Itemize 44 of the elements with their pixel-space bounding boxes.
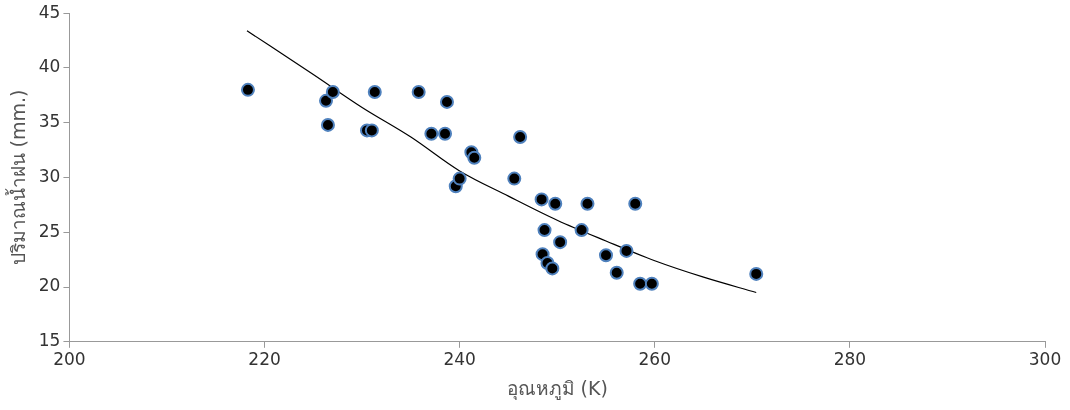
point [320, 117, 335, 132]
point [633, 276, 648, 291]
y-tick-label: 40 [38, 56, 61, 77]
point [553, 235, 568, 250]
point [598, 248, 613, 263]
point [619, 243, 634, 258]
point [534, 192, 549, 207]
y-tick-label: 45 [38, 1, 61, 22]
point [609, 265, 624, 280]
y-tick-label: 30 [38, 165, 61, 186]
x-axis-title: อุณหภูมิ (K) [506, 376, 608, 401]
point [411, 85, 426, 100]
point [644, 276, 659, 291]
point [452, 171, 467, 186]
y-tick-label: 15 [38, 330, 61, 351]
x-tick-label: 300 [1028, 349, 1062, 370]
point [424, 126, 439, 141]
y-tick-label: 25 [38, 220, 61, 241]
line-series [246, 30, 757, 294]
y-axis-title: ปริมาณน้ำฝน (mm.) [5, 89, 30, 266]
point [628, 196, 643, 211]
point [319, 93, 334, 108]
point [364, 123, 379, 138]
point [439, 94, 454, 109]
y-tick-label: 20 [38, 275, 61, 296]
point [367, 85, 382, 100]
x-tick-label: 200 [53, 349, 86, 370]
y-tick-label: 35 [38, 111, 61, 132]
x-tick-label: 280 [833, 349, 867, 370]
point [507, 171, 522, 186]
point [580, 196, 595, 211]
point [545, 261, 560, 276]
point [467, 150, 482, 165]
x-tick-label: 260 [638, 349, 671, 370]
point [548, 196, 563, 211]
point [438, 126, 453, 141]
point [537, 223, 552, 238]
point [513, 129, 528, 144]
x-tick-label: 220 [248, 349, 281, 370]
x-tick-label: 240 [443, 349, 476, 370]
point [574, 223, 589, 238]
point [749, 266, 764, 281]
point [240, 82, 255, 97]
point [325, 85, 340, 100]
